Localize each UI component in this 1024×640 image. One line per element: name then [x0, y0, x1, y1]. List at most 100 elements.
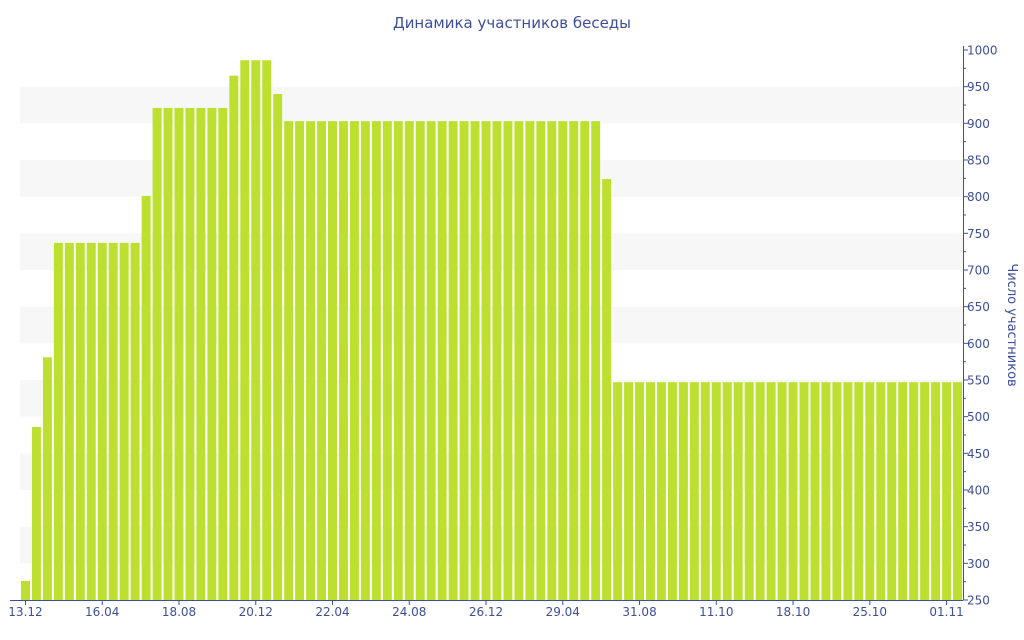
x-tick-label: 16.04 [85, 605, 119, 619]
bar [832, 382, 842, 600]
y-tick-label: 950 [967, 80, 990, 94]
bar [437, 121, 447, 600]
x-tick-label: 31.08 [622, 605, 656, 619]
bar [656, 382, 666, 600]
bar [646, 382, 655, 600]
bar [42, 357, 52, 600]
bar [942, 382, 952, 600]
bar [602, 179, 612, 601]
bar [624, 382, 634, 600]
bar [371, 121, 381, 600]
bar [21, 580, 30, 600]
bar [229, 75, 239, 600]
bar [415, 121, 425, 600]
bar [744, 382, 754, 600]
bar [470, 121, 480, 600]
bar [163, 107, 173, 600]
bar [503, 121, 513, 600]
bar [97, 242, 107, 600]
x-tick-label: 20.12 [239, 605, 273, 619]
bar [821, 382, 831, 600]
bar [75, 242, 85, 600]
bar [635, 382, 645, 600]
bar [152, 107, 162, 600]
bar [393, 121, 403, 600]
bar [514, 121, 524, 600]
bar [711, 382, 721, 600]
y-tick-label: 650 [967, 300, 990, 314]
bar [53, 242, 63, 600]
bar [64, 242, 74, 600]
bar [481, 121, 491, 600]
bar [141, 195, 151, 600]
bar [667, 382, 677, 600]
bar [547, 121, 557, 600]
x-tick-label: 22.04 [315, 605, 349, 619]
bar [492, 121, 502, 600]
bar [207, 107, 217, 600]
y-tick-label: 850 [967, 154, 990, 168]
x-tick-label: 01.11 [929, 605, 963, 619]
bar [613, 382, 623, 600]
y-tick-label: 900 [967, 117, 990, 131]
bar [843, 382, 853, 600]
bar [31, 426, 41, 600]
bar [733, 382, 743, 600]
bar [591, 121, 601, 600]
bar [569, 121, 579, 600]
bar [86, 242, 96, 600]
bar [689, 382, 699, 600]
bar [317, 121, 327, 600]
bar [788, 382, 798, 600]
x-tick-label: 29.04 [546, 605, 580, 619]
x-tick-label: 26.12 [469, 605, 503, 619]
y-tick-label: 800 [967, 190, 990, 204]
x-tick-label: 24.08 [392, 605, 426, 619]
bar [448, 121, 458, 600]
bar [119, 242, 129, 600]
x-tick-label: 18.08 [162, 605, 196, 619]
bar [876, 382, 886, 600]
bar [931, 382, 941, 600]
bar [218, 107, 228, 600]
bar [262, 60, 272, 601]
bar [196, 107, 206, 600]
chart-title: Динамика участников беседы [393, 14, 631, 32]
bar [678, 382, 688, 600]
bar [404, 121, 414, 600]
bar [426, 121, 436, 600]
bar [273, 94, 283, 600]
bar [284, 121, 294, 600]
bar [854, 382, 864, 600]
bar [360, 121, 370, 600]
y-tick-label: 750 [967, 227, 990, 241]
x-tick-label: 18.10 [776, 605, 810, 619]
bar [810, 382, 820, 600]
y-tick-label: 700 [967, 264, 990, 278]
bar [525, 121, 535, 600]
bar [459, 121, 469, 600]
bar [920, 382, 930, 600]
bar [251, 60, 261, 601]
bar [349, 121, 359, 600]
bar [558, 121, 568, 600]
bar [766, 382, 776, 600]
bar [953, 382, 962, 600]
bar [865, 382, 875, 600]
bar [338, 121, 348, 600]
y-tick-label: 600 [967, 337, 990, 351]
y-tick-label: 450 [967, 447, 990, 461]
bar [295, 121, 305, 600]
bar [108, 242, 118, 600]
bar [306, 121, 316, 600]
x-tick-label: 13.12 [8, 605, 42, 619]
y-tick-label: 400 [967, 484, 990, 498]
bar [909, 382, 919, 600]
bar [777, 382, 787, 600]
y-tick-label: 550 [967, 374, 990, 388]
bar [328, 121, 337, 600]
bar [185, 107, 195, 600]
bar [240, 60, 250, 601]
